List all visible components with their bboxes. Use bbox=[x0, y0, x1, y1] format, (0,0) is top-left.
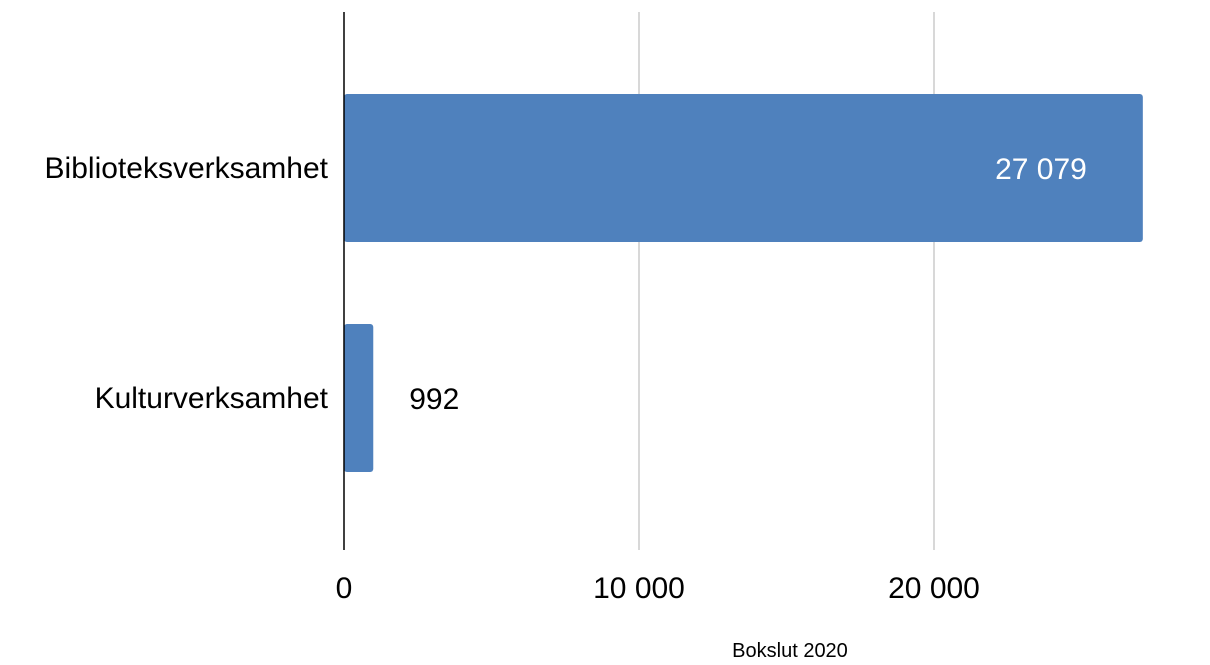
bar-chart: Biblioteksverksamhet 27 079 Kulturverksamh… bbox=[45, 12, 1143, 605]
x-tick-label-0: 0 bbox=[336, 572, 353, 605]
data-label-1: 992 bbox=[409, 383, 459, 416]
x-tick-label-2: 20 000 bbox=[888, 572, 980, 605]
category-label-1: Kulturverksamhet bbox=[95, 382, 329, 415]
category-label-0: Biblioteksverksamhet bbox=[45, 152, 329, 185]
bar-1 bbox=[344, 324, 374, 472]
data-label-0: 27 079 bbox=[995, 153, 1087, 186]
x-tick-label-1: 10 000 bbox=[593, 572, 685, 605]
chart-caption: Bokslut 2020 bbox=[732, 640, 848, 662]
bar-0 bbox=[344, 94, 1143, 242]
